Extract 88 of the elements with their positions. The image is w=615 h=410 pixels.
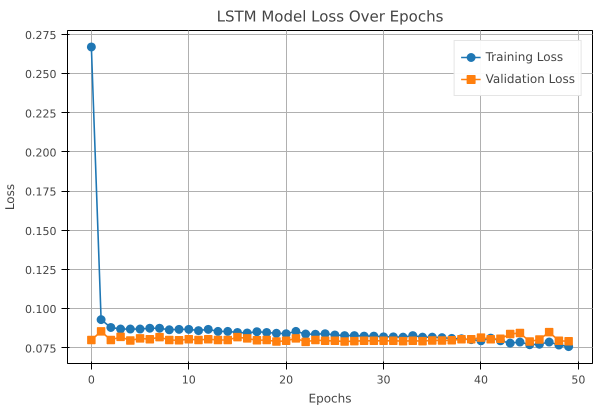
point <box>184 334 194 344</box>
point <box>194 336 203 344</box>
point <box>136 334 144 343</box>
point <box>340 337 349 346</box>
point <box>301 338 310 346</box>
point <box>311 336 320 344</box>
point <box>204 324 213 334</box>
point <box>213 326 222 336</box>
point <box>448 336 456 345</box>
point <box>252 336 262 345</box>
y-tick-label: 0.075 <box>25 342 57 356</box>
point <box>165 336 174 344</box>
point <box>214 336 222 344</box>
point <box>262 336 271 344</box>
point <box>145 324 154 333</box>
point <box>194 326 204 336</box>
point <box>408 336 418 346</box>
x-tick-label: 30 <box>376 374 391 386</box>
point <box>204 334 212 344</box>
point <box>496 334 505 343</box>
point <box>515 338 524 347</box>
point <box>96 315 106 324</box>
point <box>282 336 290 346</box>
point <box>292 334 300 343</box>
point <box>155 324 164 333</box>
point <box>535 335 544 344</box>
x-tick-label: 20 <box>279 374 294 386</box>
point <box>223 326 232 336</box>
point <box>554 336 564 346</box>
point <box>242 334 252 343</box>
point <box>116 332 125 342</box>
point <box>155 332 164 342</box>
point <box>428 336 437 345</box>
point <box>174 324 184 334</box>
point <box>320 336 330 346</box>
point <box>476 333 486 342</box>
point <box>116 324 126 334</box>
y-tick-label: 0.250 <box>25 68 57 82</box>
point <box>301 330 310 339</box>
y-tick-label: 0.225 <box>25 107 57 120</box>
point <box>146 334 154 344</box>
x-tick-label: 10 <box>182 374 196 386</box>
point <box>418 336 427 346</box>
point <box>350 336 359 346</box>
x-tick-label: 50 <box>571 374 586 386</box>
point <box>106 336 116 344</box>
x-tick-label: 40 <box>474 374 488 386</box>
point <box>126 336 135 345</box>
point <box>106 322 116 332</box>
point <box>398 336 408 346</box>
y-tick-label: 0.275 <box>25 28 57 42</box>
y-axis-title: Loss <box>3 184 18 210</box>
point <box>252 327 262 336</box>
point <box>164 325 174 334</box>
point <box>87 336 96 344</box>
point <box>174 336 184 345</box>
point <box>96 327 106 336</box>
point <box>564 337 573 346</box>
point <box>233 332 242 342</box>
legend-label: Training Loss <box>486 50 564 64</box>
point <box>223 336 232 344</box>
point <box>438 336 446 345</box>
point <box>136 324 145 334</box>
point <box>126 324 135 334</box>
point <box>389 336 398 346</box>
point <box>86 42 96 52</box>
point <box>360 336 368 346</box>
y-tick-label: 0.150 <box>25 224 57 238</box>
point <box>272 337 281 346</box>
point <box>544 328 554 336</box>
x-tick-label: 0 <box>88 374 95 386</box>
point <box>272 328 281 338</box>
point <box>370 336 378 346</box>
y-tick-label: 0.200 <box>25 146 57 160</box>
point <box>330 336 340 346</box>
legend-label: Validation Loss <box>486 72 575 86</box>
point <box>525 337 534 346</box>
point <box>184 324 194 334</box>
point <box>544 338 554 347</box>
y-tick-label: 0.100 <box>25 303 57 316</box>
chart-title: LSTM Model Loss Over Epochs <box>216 8 444 26</box>
point <box>516 328 524 338</box>
y-tick-label: 0.125 <box>25 264 57 277</box>
point <box>379 336 388 346</box>
x-axis-title: Epochs <box>308 392 352 406</box>
point <box>506 330 514 338</box>
y-tick-label: 0.175 <box>25 186 57 199</box>
point <box>506 338 515 348</box>
